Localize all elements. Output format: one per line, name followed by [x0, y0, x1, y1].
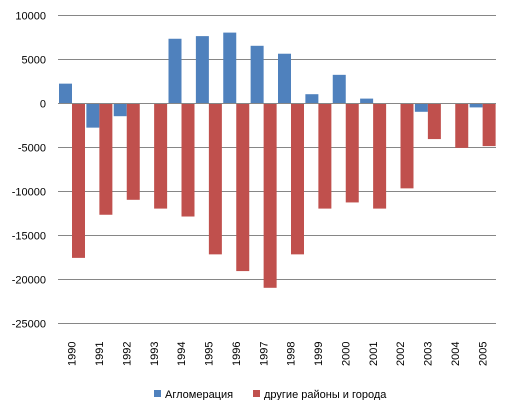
- bar-agglomeration-1997: [250, 45, 264, 103]
- bar-agglomeration-1998: [278, 53, 291, 103]
- y-tick-label: -15000: [12, 231, 46, 243]
- y-tick-label: 5000: [22, 55, 46, 67]
- bar-agglomeration-2003: [414, 103, 428, 112]
- bar-agglomeration-1995: [195, 36, 209, 104]
- legend-label-agglomeration: Агломерация: [165, 389, 233, 400]
- bar-other-districts-1998: [291, 103, 304, 255]
- y-tick-label: 0: [40, 99, 46, 111]
- x-tick-label: 1994: [176, 342, 188, 366]
- bar-other-districts-1992: [126, 103, 140, 200]
- x-tick-label: 1997: [258, 342, 270, 366]
- y-tick-label: -20000: [12, 275, 46, 287]
- bar-agglomeration-1996: [223, 32, 237, 103]
- bar-other-districts-1990: [72, 103, 85, 258]
- bar-other-districts-2003: [427, 103, 441, 140]
- bar-other-districts-2004: [455, 103, 469, 148]
- y-tick-label: -25000: [12, 319, 46, 331]
- bar-agglomeration-1999: [305, 94, 319, 103]
- x-tick-label: 2004: [450, 342, 462, 366]
- bar-other-districts-2001: [373, 103, 387, 209]
- x-tick-label: 1999: [313, 342, 325, 366]
- x-tick-label: 2002: [395, 342, 407, 366]
- bar-agglomeration-2005: [469, 103, 483, 108]
- legend-label-other-districts: другие районы и города: [264, 389, 387, 400]
- bar-agglomeration-2000: [332, 74, 346, 103]
- bar-agglomeration-1990: [59, 83, 72, 103]
- x-tick-label: 1996: [231, 342, 243, 366]
- legend-swatch-other-districts: [253, 390, 260, 397]
- bar-other-districts-1999: [318, 103, 332, 209]
- y-tick-label: -5000: [18, 143, 46, 155]
- x-tick-label: 2005: [477, 342, 489, 366]
- bar-other-districts-2000: [345, 103, 359, 203]
- x-axis: 1990 1991 1992 1993 1994 1995 1996 1997 1998 1999…: [67, 342, 490, 366]
- legend-swatch-agglomeration: [154, 390, 161, 397]
- legend: Агломерация другие районы и города: [154, 389, 387, 400]
- x-tick-label: 2001: [368, 342, 380, 366]
- bar-other-districts-1991: [99, 103, 113, 215]
- bar-other-districts-1994: [181, 103, 195, 217]
- bar-other-districts-1996: [236, 103, 250, 272]
- bar-agglomeration-2001: [360, 98, 374, 103]
- bar-other-districts-1993: [154, 103, 168, 209]
- y-tick-label: 10000: [15, 11, 46, 23]
- x-tick-label: 1993: [149, 342, 161, 366]
- x-tick-label: 1990: [67, 342, 79, 366]
- bar-agglomeration-1994: [168, 38, 182, 104]
- x-tick-label: 1991: [94, 342, 106, 366]
- x-tick-label: 1992: [121, 342, 133, 366]
- bar-other-districts-2005: [482, 103, 496, 147]
- bars: [59, 32, 496, 288]
- bar-other-districts-1997: [263, 103, 277, 288]
- x-tick-label: 2000: [340, 342, 352, 366]
- bar-other-districts-2002: [400, 103, 414, 189]
- y-axis: 10000 5000 0 -5000 -10000 -15000 -20000 -25000: [12, 11, 46, 331]
- x-tick-label: 1995: [204, 342, 216, 366]
- bar-other-districts-1995: [208, 103, 222, 255]
- bar-agglomeration-1992: [113, 103, 127, 117]
- y-tick-label: -10000: [12, 187, 46, 199]
- gridlines: [58, 15, 496, 324]
- bar-agglomeration-1991: [86, 103, 100, 128]
- x-tick-label: 2003: [423, 342, 435, 366]
- x-tick-label: 1998: [286, 342, 298, 366]
